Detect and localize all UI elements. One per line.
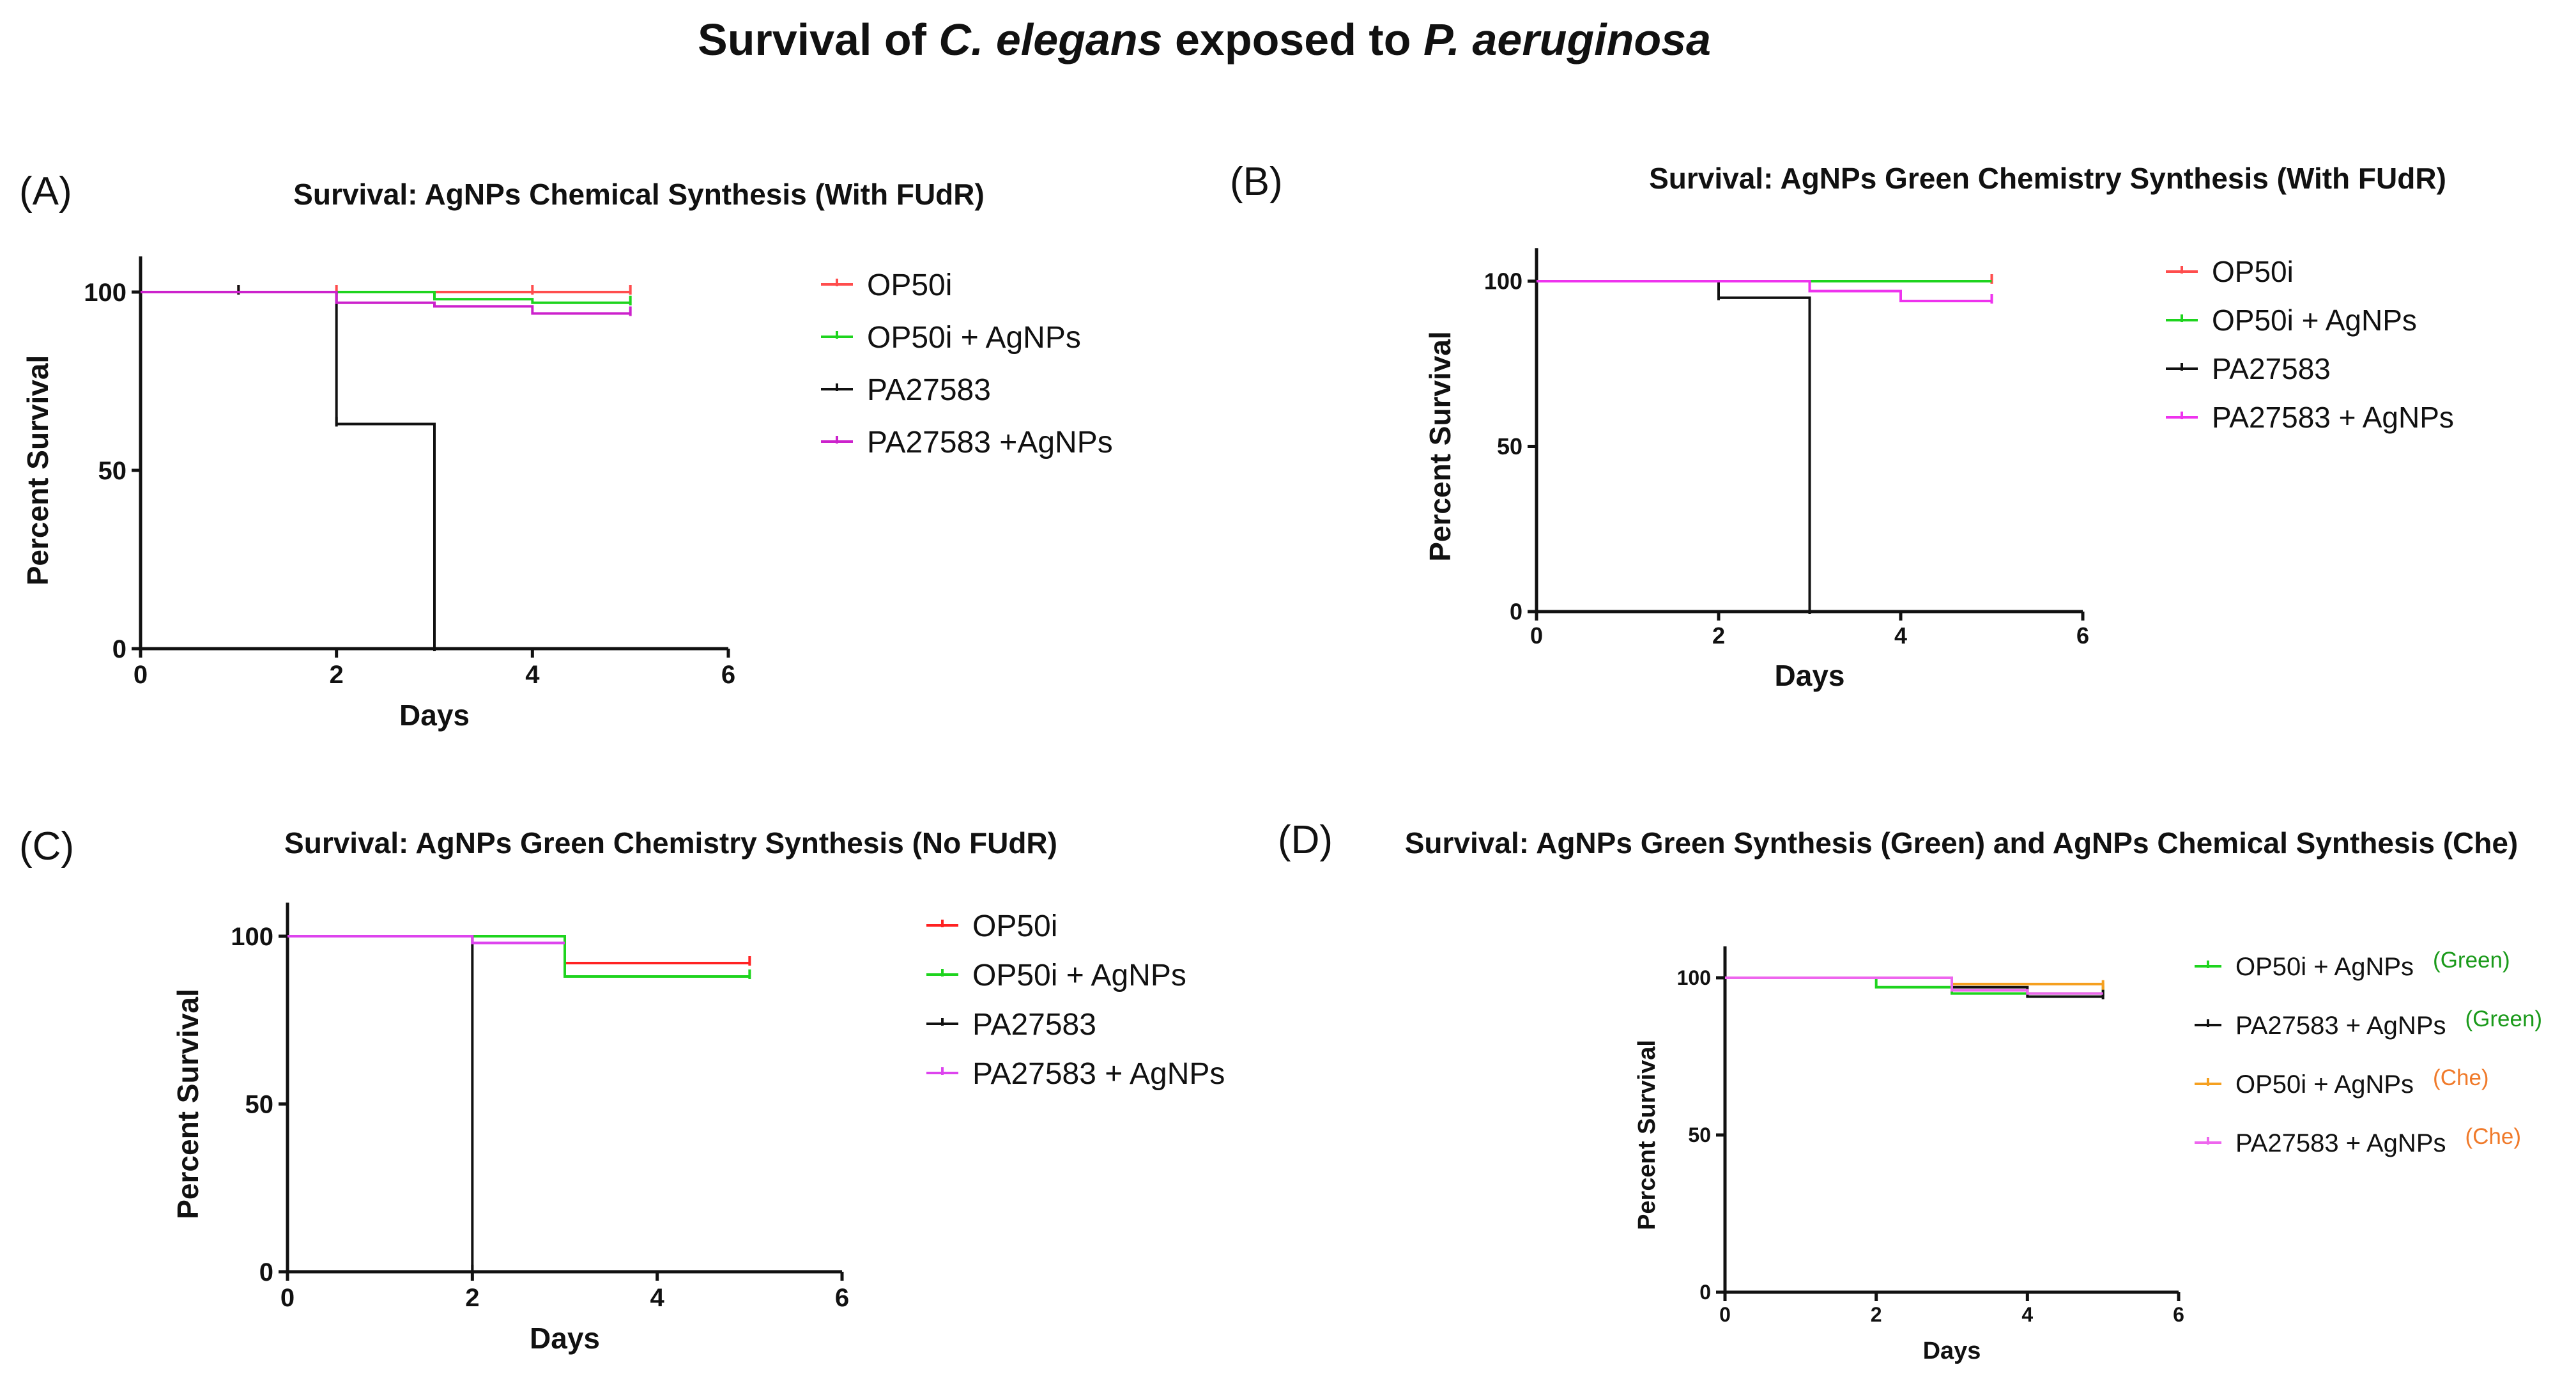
chart-panel-d: (D) Survival: AgNPs Green Synthesis (Gree… <box>1278 818 2542 1364</box>
y-tick-label: 100 <box>1677 966 1711 989</box>
figure-title-part: P. aeruginosa <box>1423 15 1711 65</box>
y-tick-label: 0 <box>1510 599 1522 625</box>
x-axis-label: Days <box>399 699 470 732</box>
x-tick-label: 0 <box>1719 1303 1731 1326</box>
legend-entry: PA27583 <box>972 1008 1096 1042</box>
x-axis-label: Days <box>1923 1338 1981 1364</box>
series-line <box>288 935 750 964</box>
series-line <box>141 291 436 649</box>
legend-entry: OP50i + AgNPs (Green) <box>2235 948 2510 981</box>
y-tick-label: 100 <box>84 279 126 307</box>
figure-title-part: C. elegans <box>939 15 1163 65</box>
legend-entry: PA27583 +AgNPs <box>867 426 1113 459</box>
legend-entry: OP50i + AgNPs <box>2212 304 2417 337</box>
legend-entry: PA27583 + AgNPs <box>972 1057 1225 1091</box>
legend-entry: OP50i <box>972 909 1057 943</box>
y-tick-label: 50 <box>245 1091 274 1119</box>
legend-entry: OP50i + AgNPs (Che) <box>2235 1065 2489 1099</box>
x-tick-label: 0 <box>280 1284 295 1312</box>
legend-entry: PA27583 + AgNPs (Che) <box>2235 1124 2521 1157</box>
y-axis-label: Percent Survival <box>171 989 204 1219</box>
legend-entry: OP50i <box>867 268 952 302</box>
chart-title: Survival: AgNPs Green Synthesis (Green) … <box>1405 826 2518 860</box>
x-tick-label: 6 <box>2173 1303 2184 1326</box>
legend-entry: OP50i + AgNPs <box>972 959 1186 992</box>
y-tick-label: 100 <box>231 923 273 951</box>
y-axis-label: Percent Survival <box>1423 331 1457 562</box>
legend-entry: PA27583 + AgNPs (Green) <box>2235 1007 2542 1040</box>
x-tick-label: 2 <box>1712 622 1725 649</box>
series-line <box>141 291 631 315</box>
figure-title: Survival of C. elegans exposed to P. aer… <box>0 14 2409 65</box>
x-axis-label: Days <box>530 1322 600 1355</box>
y-tick-label: 50 <box>98 457 127 485</box>
y-axis-label: Percent Survival <box>21 355 54 586</box>
x-tick-label: 0 <box>1530 622 1543 649</box>
y-tick-label: 50 <box>1688 1123 1711 1146</box>
series-line <box>141 291 631 304</box>
panel-label: (A) <box>19 169 72 213</box>
x-tick-label: 0 <box>134 661 148 689</box>
legend-entry: PA27583 + AgNPs <box>2212 401 2454 434</box>
series-line <box>288 935 565 945</box>
chart-panel-b: (B) Survival: AgNPs Green Chemistry Synth… <box>1230 160 2454 692</box>
x-tick-label: 2 <box>465 1284 479 1312</box>
y-tick-label: 100 <box>1484 268 1522 295</box>
x-tick-label: 2 <box>1871 1303 1882 1326</box>
x-tick-label: 4 <box>2021 1303 2033 1326</box>
chart-title: Survival: AgNPs Chemical Synthesis (With… <box>293 178 985 211</box>
x-axis-label: Days <box>1775 659 1845 692</box>
series-line <box>1537 280 1811 612</box>
legend-entry-tag: (Green) <box>2433 948 2510 973</box>
series-line <box>1537 280 1992 303</box>
x-tick-label: 2 <box>330 661 344 689</box>
legend-entry: OP50i + AgNPs <box>867 321 1081 355</box>
figure-title-part: exposed to <box>1162 15 1423 65</box>
y-axis-label: Percent Survival <box>1634 1040 1660 1230</box>
chart-title: Survival: AgNPs Green Chemistry Synthesi… <box>1649 162 2446 195</box>
y-tick-label: 0 <box>1699 1281 1711 1304</box>
y-tick-label: 50 <box>1497 433 1522 459</box>
series-line <box>288 935 474 1272</box>
panel-label: (B) <box>1230 160 1283 204</box>
x-tick-label: 6 <box>721 661 735 689</box>
panel-label: (D) <box>1278 818 1333 862</box>
chart-title: Survival: AgNPs Green Chemistry Synthesi… <box>284 826 1057 860</box>
legend-entry: PA27583 <box>867 373 991 407</box>
series-line <box>1725 976 2103 995</box>
panel-label: (C) <box>19 824 74 868</box>
figure-title-part: Survival of <box>698 15 939 65</box>
x-tick-label: 6 <box>2076 622 2089 649</box>
y-tick-label: 0 <box>259 1258 273 1286</box>
legend-entry-tag: (Che) <box>2465 1124 2522 1149</box>
legend-entry-tag: (Che) <box>2433 1065 2489 1090</box>
x-tick-label: 4 <box>650 1284 665 1312</box>
x-tick-label: 4 <box>525 661 540 689</box>
chart-panel-c: (C) Survival: AgNPs Green Chemistry Synth… <box>19 824 1225 1355</box>
series-line <box>1725 976 2104 987</box>
x-tick-label: 6 <box>835 1284 849 1312</box>
legend-entry: PA27583 <box>2212 352 2331 385</box>
legend-entry: OP50i <box>2212 255 2294 288</box>
y-tick-label: 0 <box>112 635 126 663</box>
legend-entry-tag: (Green) <box>2465 1007 2543 1031</box>
chart-panel-a: (A) Survival: AgNPs Chemical Synthesis (W… <box>19 169 1113 732</box>
series-line <box>1725 976 2103 995</box>
x-tick-label: 4 <box>1894 622 1907 649</box>
